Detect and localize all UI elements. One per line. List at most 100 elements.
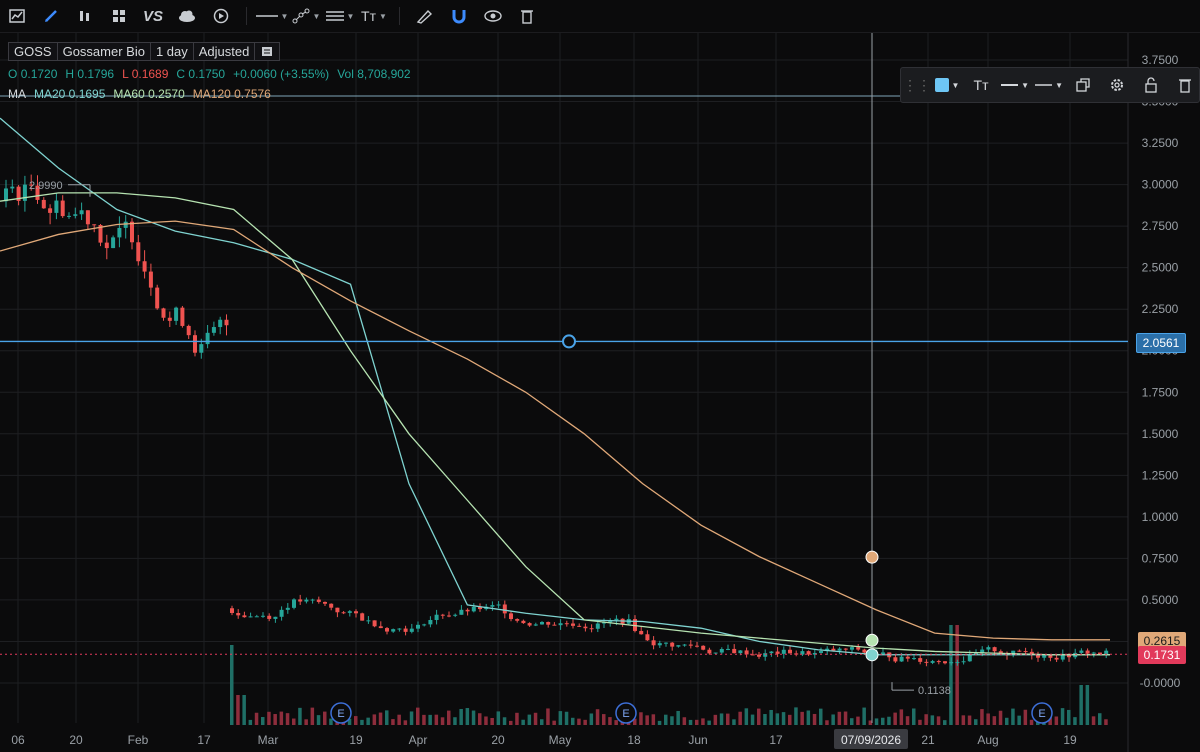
- volume-bar: [1073, 717, 1077, 725]
- settings-gear-icon[interactable]: [1103, 71, 1131, 99]
- candle-body: [1048, 655, 1053, 658]
- price-chart[interactable]: 06 20 Feb 17 Mar 19 Apr 20 May 18 Jun 17 21 Aug 19 3.75…: [0, 33, 1200, 752]
- clone-icon[interactable]: [1069, 71, 1097, 99]
- crosshair-date-box: [834, 729, 908, 749]
- text-tool-icon[interactable]: Tт ▼: [361, 8, 387, 24]
- color-picker[interactable]: ▼: [933, 71, 961, 99]
- candle-body: [738, 650, 743, 654]
- layout-grid-icon[interactable]: [102, 0, 136, 32]
- candle-body: [955, 662, 960, 664]
- lock-icon[interactable]: [1137, 71, 1165, 99]
- volume-bar: [881, 717, 885, 725]
- pen-icon[interactable]: [34, 0, 68, 32]
- volume-bar: [806, 710, 811, 725]
- volume-bar: [862, 707, 866, 725]
- volume-bar: [366, 717, 370, 725]
- trend-tool-icon[interactable]: ▼: [289, 0, 323, 32]
- line-width-dropdown[interactable]: ▼: [1001, 80, 1029, 90]
- volume-bar: [1067, 709, 1071, 725]
- volume-bar: [236, 695, 240, 725]
- volume-bar: [713, 714, 718, 725]
- candle-body: [614, 618, 619, 621]
- magnet-icon[interactable]: [442, 0, 476, 32]
- x-tick-label: 20: [491, 733, 505, 747]
- candle-body: [558, 623, 563, 626]
- candle-body: [515, 619, 520, 621]
- candle-body: [298, 599, 303, 602]
- volume-bar: [961, 715, 966, 725]
- volume-bar: [310, 707, 315, 725]
- eye-icon[interactable]: [476, 0, 510, 32]
- candle-body: [881, 652, 885, 654]
- crosshair-date-label: 07/09/2026: [841, 733, 901, 747]
- candle-body: [180, 307, 185, 326]
- close-label: C: [176, 67, 186, 81]
- text-style-icon[interactable]: Tт: [973, 77, 989, 93]
- volume-bar: [527, 714, 532, 725]
- volume-bar: [1098, 713, 1102, 725]
- compare-button[interactable]: VS: [142, 7, 163, 25]
- volume-bar: [1005, 717, 1009, 725]
- adjustment-selector[interactable]: Adjusted: [193, 42, 256, 61]
- volume-bar: [688, 719, 693, 725]
- volume-bar: [292, 718, 296, 725]
- volume-value: 8,708,902: [357, 67, 411, 81]
- trash-icon[interactable]: [510, 0, 544, 32]
- volume-bar: [533, 712, 538, 725]
- symbol-ticker[interactable]: GOSS: [8, 42, 58, 61]
- volume-bar: [843, 711, 848, 725]
- candle-body: [378, 626, 383, 629]
- candle-body: [893, 657, 898, 662]
- delete-drawing-icon[interactable]: [1171, 71, 1199, 99]
- replay-icon[interactable]: [204, 0, 238, 32]
- candle-body: [967, 654, 972, 662]
- volume-bar: [459, 708, 463, 725]
- high-marker-label: 2.9990: [29, 180, 63, 192]
- volume-bar: [354, 716, 358, 725]
- drag-handle-icon[interactable]: ⋮⋮: [903, 76, 931, 93]
- candle-body: [695, 645, 699, 647]
- candles-icon[interactable]: [68, 0, 102, 32]
- line-style-dropdown[interactable]: ▼: [255, 11, 289, 21]
- fib-tool-icon[interactable]: ▼: [325, 11, 355, 21]
- volume-bar: [974, 719, 978, 725]
- hline-price-tag: 2.0561: [1136, 333, 1186, 353]
- candle-body: [862, 649, 867, 653]
- volume-bar: [998, 710, 1003, 725]
- candle-body: [1060, 653, 1065, 660]
- ma-line-ma20: [0, 117, 1110, 656]
- candle-body: [552, 624, 557, 626]
- candle-body: [397, 628, 402, 630]
- candle-body: [769, 651, 774, 654]
- candle-body: [167, 317, 172, 321]
- candle-body: [850, 647, 854, 650]
- candle-body: [918, 658, 923, 662]
- ma-line-ma60: [0, 192, 1110, 656]
- candle-body: [29, 184, 34, 186]
- candle-body: [564, 623, 569, 625]
- candle-body: [589, 628, 594, 630]
- x-tick-label: 17: [197, 733, 211, 747]
- x-tick-label: May: [549, 733, 572, 747]
- legend-menu-icon[interactable]: [255, 42, 281, 61]
- open-value: 0.1720: [20, 67, 58, 81]
- interval-selector[interactable]: 1 day: [150, 42, 194, 61]
- candle-body: [949, 662, 954, 664]
- candle-body: [1017, 650, 1022, 652]
- candle-body: [354, 611, 358, 614]
- line-dash-dropdown[interactable]: ▼: [1035, 80, 1063, 90]
- candle-body: [992, 647, 997, 652]
- candle-body: [1036, 654, 1040, 658]
- candle-body: [440, 614, 445, 616]
- candle-body: [490, 605, 495, 607]
- volume-bar: [478, 713, 482, 725]
- candle-body: [41, 199, 46, 209]
- cloud-icon[interactable]: [170, 0, 204, 32]
- volume-bar: [757, 708, 761, 725]
- candle-body: [54, 200, 59, 213]
- volume-bar: [794, 707, 798, 725]
- ma-label[interactable]: MA: [8, 87, 26, 101]
- candle-body: [218, 319, 223, 328]
- chart-type-icon[interactable]: [0, 0, 34, 32]
- brush-icon[interactable]: [408, 0, 442, 32]
